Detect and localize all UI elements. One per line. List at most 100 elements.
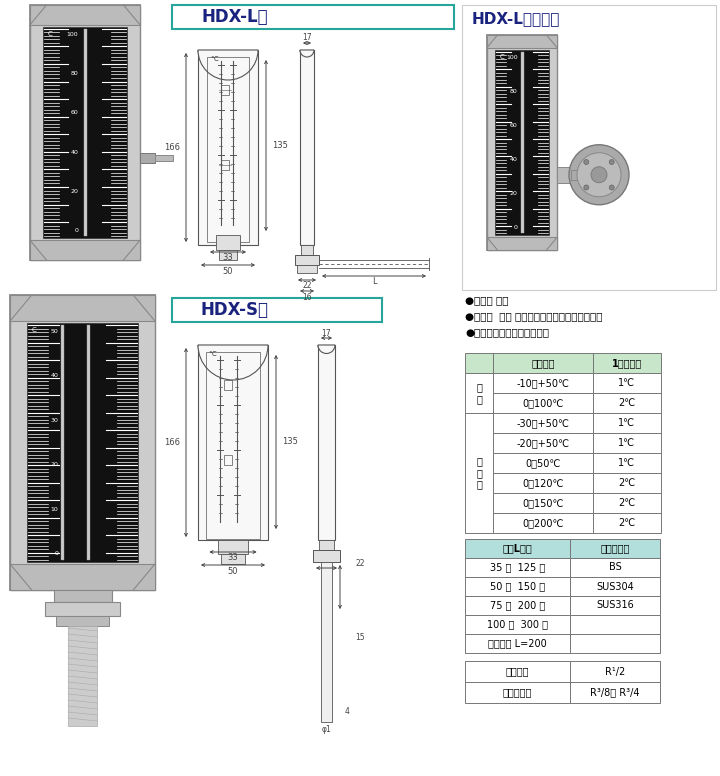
Text: SUS304: SUS304 xyxy=(596,581,634,591)
Circle shape xyxy=(577,153,621,197)
Bar xyxy=(207,57,249,242)
Bar xyxy=(172,5,454,29)
Text: -30～+50℃: -30～+50℃ xyxy=(516,418,570,428)
Bar xyxy=(593,413,661,433)
Bar xyxy=(68,626,97,726)
Bar xyxy=(465,373,493,413)
Text: 標準ネジ: 標準ネジ xyxy=(505,667,529,677)
Bar xyxy=(29,4,141,261)
Text: 50: 50 xyxy=(228,566,238,576)
Bar xyxy=(593,453,661,473)
Text: 標準外ネジ: 標準外ネジ xyxy=(503,688,532,698)
Bar xyxy=(172,298,382,322)
Bar xyxy=(571,170,599,180)
Text: 50 ％  150 ％: 50 ％ 150 ％ xyxy=(490,581,545,591)
Text: 50: 50 xyxy=(222,266,233,275)
Text: 20: 20 xyxy=(50,462,58,467)
Circle shape xyxy=(584,160,589,165)
Text: 20: 20 xyxy=(510,191,518,196)
Bar xyxy=(462,5,716,290)
Bar xyxy=(493,413,593,433)
Bar xyxy=(570,577,660,596)
Text: 1℃: 1℃ xyxy=(618,438,636,448)
Text: 15: 15 xyxy=(355,632,364,642)
Bar xyxy=(30,241,140,260)
Text: 40: 40 xyxy=(510,157,518,162)
Text: 10: 10 xyxy=(50,507,58,512)
Wedge shape xyxy=(198,345,268,380)
Bar xyxy=(319,540,334,550)
Bar xyxy=(593,433,661,453)
Bar xyxy=(493,393,593,413)
Text: L: L xyxy=(372,278,377,286)
Bar xyxy=(487,237,557,250)
Text: 80: 80 xyxy=(510,89,518,94)
Bar xyxy=(61,325,64,560)
Bar xyxy=(216,235,240,250)
Bar xyxy=(217,540,248,554)
Bar xyxy=(43,27,127,238)
Bar xyxy=(53,590,112,602)
Bar xyxy=(465,615,570,634)
Bar xyxy=(521,51,523,234)
Text: 17: 17 xyxy=(322,330,331,338)
Bar xyxy=(221,160,229,170)
Bar xyxy=(465,558,570,577)
Text: ●結露防止タイプもあります: ●結露防止タイプもあります xyxy=(465,327,549,337)
Bar xyxy=(570,661,660,682)
Bar xyxy=(10,564,155,590)
Text: HDX-L型: HDX-L型 xyxy=(202,8,269,26)
Text: 1℃: 1℃ xyxy=(618,418,636,428)
Text: 0～50℃: 0～50℃ xyxy=(526,458,561,468)
Text: 33: 33 xyxy=(228,553,238,563)
Text: 35 ％  125 ％: 35 ％ 125 ％ xyxy=(490,563,545,573)
Text: 1目盛の値: 1目盛の値 xyxy=(612,358,642,368)
Wedge shape xyxy=(198,50,258,80)
Text: 0: 0 xyxy=(514,225,518,230)
Bar xyxy=(84,29,86,236)
Bar xyxy=(593,513,661,533)
Bar xyxy=(570,634,660,653)
Text: 17: 17 xyxy=(302,33,312,41)
Text: SUS316: SUS316 xyxy=(596,601,634,611)
Text: 保護管材質: 保護管材質 xyxy=(600,543,630,553)
Bar xyxy=(30,5,140,25)
Bar xyxy=(493,373,593,393)
Bar xyxy=(465,413,493,533)
Text: 2℃: 2℃ xyxy=(618,498,636,508)
Text: ℃: ℃ xyxy=(208,351,216,357)
Circle shape xyxy=(609,160,614,165)
Bar xyxy=(318,345,335,540)
Bar xyxy=(140,153,155,163)
Text: 22: 22 xyxy=(355,559,364,567)
Text: 100 ％  300 ％: 100 ％ 300 ％ xyxy=(487,619,548,629)
Text: 0: 0 xyxy=(55,552,58,556)
Text: φ1: φ1 xyxy=(322,726,331,735)
Text: 135: 135 xyxy=(272,141,288,150)
Bar xyxy=(27,323,138,562)
Bar xyxy=(493,493,593,513)
Bar xyxy=(465,596,570,615)
Text: ●屋外用  黒枕 青液（防水型ではありません）: ●屋外用 黒枕 青液（防水型ではありません） xyxy=(465,311,603,321)
Bar xyxy=(493,453,593,473)
Bar xyxy=(224,380,232,390)
Text: 166: 166 xyxy=(164,143,180,152)
Text: 100: 100 xyxy=(67,33,78,37)
Bar xyxy=(493,513,593,533)
Circle shape xyxy=(569,145,629,205)
Bar xyxy=(465,353,493,373)
Text: 0～200℃: 0～200℃ xyxy=(522,518,564,528)
Bar xyxy=(295,255,319,265)
Bar xyxy=(570,558,660,577)
Text: -20～+50℃: -20～+50℃ xyxy=(516,438,570,448)
Bar xyxy=(493,473,593,493)
Text: 1℃: 1℃ xyxy=(618,458,636,468)
Bar xyxy=(495,50,549,235)
Text: 2℃: 2℃ xyxy=(618,398,636,408)
Text: 0～150℃: 0～150℃ xyxy=(522,498,564,508)
Bar xyxy=(570,596,660,615)
Bar xyxy=(45,602,120,616)
Bar xyxy=(219,250,237,260)
Text: R³/8， R³/4: R³/8， R³/4 xyxy=(590,688,640,698)
Bar xyxy=(557,167,572,183)
